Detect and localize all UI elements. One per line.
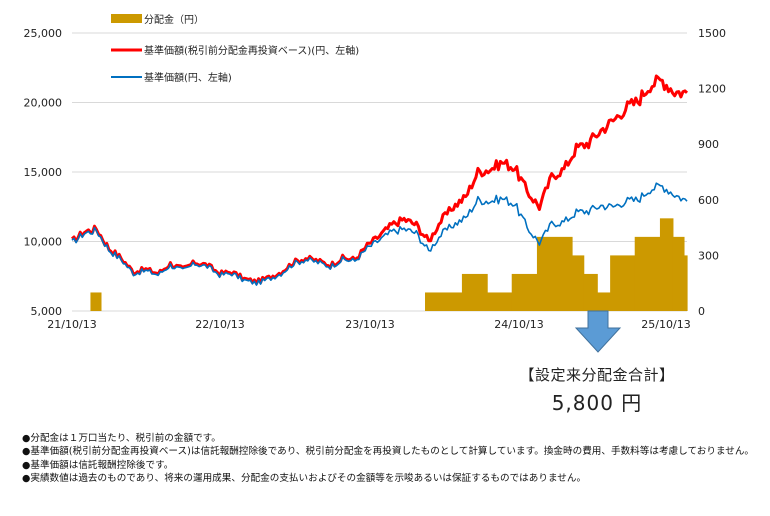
distribution-bar [425, 292, 463, 311]
x-axis-tick: 23/10/13 [345, 318, 394, 331]
distribution-bar [659, 218, 674, 311]
distribution-bar [487, 292, 513, 311]
left-axis-ticks: 5,000 10,000 15,000 20,000 25,000 [24, 27, 63, 318]
legend: 分配金（円） 基準価額(税引前分配金再投資ベース)(円、左軸) 基準価額(円、左… [111, 13, 359, 84]
distribution-bar [511, 273, 538, 311]
down-arrow-icon [574, 310, 622, 353]
footnote-3: ●基準価額は信託報酬控除後です。 [22, 459, 174, 471]
right-axis-tick: 0 [698, 305, 705, 318]
left-axis-tick: 5,000 [31, 305, 63, 318]
distribution-bar [461, 273, 488, 311]
distribution-bars [90, 218, 688, 311]
x-axis-tick: 21/10/13 [47, 318, 96, 331]
left-axis-tick: 25,000 [24, 27, 63, 40]
legend-item-distribution: 分配金（円） [111, 13, 204, 26]
reinvested-nav-line [70, 74, 689, 286]
right-axis-tick: 900 [698, 138, 719, 151]
footnote-1: ●分配金は１万口当たり、税引前の金額です。 [22, 433, 221, 444]
left-axis-tick: 15,000 [24, 166, 63, 179]
nav-line [71, 182, 688, 286]
x-axis-tick: 22/10/13 [195, 318, 244, 331]
left-axis-tick: 20,000 [24, 97, 63, 110]
distribution-bar [90, 292, 102, 311]
legend-swatch-distribution [111, 14, 142, 23]
legend-label-nav: 基準価額(円、左軸) [144, 71, 232, 84]
legend-item-nav: 基準価額(円、左軸) [111, 71, 232, 84]
distribution-bar [583, 273, 598, 311]
left-axis-tick: 10,000 [24, 236, 63, 249]
footnote-4: ●実績数値は過去のものであり、将来の運用成果、分配金の支払いおよびその金額等を示… [22, 473, 587, 485]
x-axis-ticks: 21/10/13 22/10/13 23/10/13 24/10/13 25/10/13 [47, 318, 690, 331]
distribution-bar [610, 255, 636, 311]
legend-label-reinvested-nav: 基準価額(税引前分配金再投資ベース)(円、左軸) [144, 44, 359, 57]
distribution-bar [683, 255, 688, 311]
distribution-bar [571, 255, 585, 311]
right-axis-tick: 1500 [698, 27, 726, 40]
nav-lines [70, 74, 689, 286]
legend-item-reinvested-nav: 基準価額(税引前分配金再投資ベース)(円、左軸) [111, 44, 359, 57]
legend-label-distribution: 分配金（円） [144, 13, 204, 26]
footnote-2: ●基準価額(税引前分配金再投資ベース)は信託報酬控除後であり、税引前分配金を再投… [22, 446, 755, 458]
right-axis-tick: 300 [698, 249, 719, 262]
total-distribution-value: 5,800 円 [551, 391, 643, 415]
fund-performance-chart: 5,000 10,000 15,000 20,000 25,000 0 300 600 900… [24, 13, 726, 353]
right-axis-ticks: 0 300 600 900 1200 1500 [698, 27, 726, 318]
distribution-bar [634, 236, 661, 311]
x-axis-tick: 24/10/13 [494, 318, 543, 331]
distribution-bar [536, 236, 573, 311]
right-axis-tick: 1200 [698, 83, 726, 96]
footnotes: ●分配金は１万口当たり、税引前の金額です。 ●基準価額(税引前分配金再投資ベース… [22, 432, 762, 486]
distribution-bar [672, 236, 685, 311]
x-axis-tick: 25/10/13 [641, 318, 690, 331]
total-distribution-box: 【設定来分配金合計】 5,800 円 [512, 364, 682, 416]
total-distribution-title: 【設定来分配金合計】 [519, 366, 675, 384]
right-axis-tick: 600 [698, 194, 719, 207]
distribution-bar [597, 292, 611, 311]
